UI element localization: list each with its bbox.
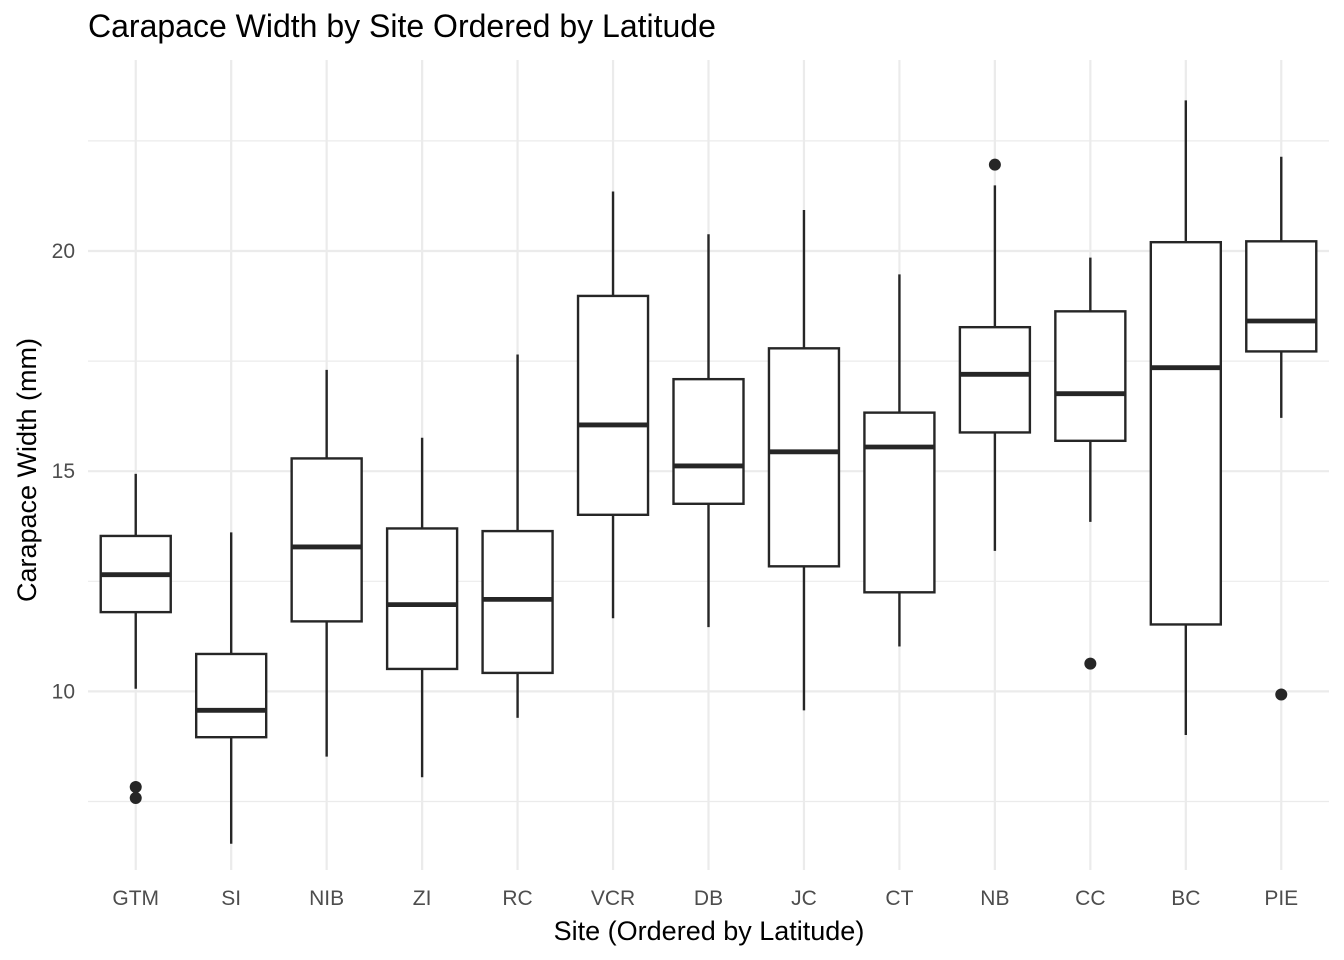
y-axis-title: Carapace Width (mm) (12, 338, 42, 602)
iqr-box (672, 377, 745, 505)
iqr-box (481, 529, 554, 675)
box-nib (290, 369, 363, 757)
outlier-point (129, 780, 142, 793)
iqr-box (290, 457, 363, 623)
box-cc (1054, 257, 1127, 670)
iqr-box (194, 652, 268, 739)
x-tick-label: PIE (1264, 887, 1298, 910)
iqr-box (385, 527, 459, 671)
box-db (672, 234, 745, 628)
iqr-box (1054, 310, 1127, 443)
iqr-box (863, 411, 936, 594)
x-tick-label: BC (1171, 887, 1200, 910)
box-bc (1149, 100, 1223, 735)
x-tick-label: NIB (309, 887, 344, 910)
iqr-box (1149, 240, 1223, 626)
x-tick-label: GTM (112, 887, 159, 910)
box-ct (863, 274, 936, 647)
y-tick-label: 15 (52, 460, 75, 483)
x-tick-label: DB (694, 887, 723, 910)
iqr-box (958, 325, 1032, 434)
box-vcr (576, 191, 650, 619)
y-tick-label: 20 (52, 240, 75, 263)
chart-title: Carapace Width by Site Ordered by Latitu… (88, 8, 716, 44)
box-zi (385, 437, 459, 778)
x-axis-title: Site (Ordered by Latitude) (554, 916, 865, 946)
x-tick-label: NB (980, 887, 1009, 910)
box-layer (99, 100, 1318, 844)
box-nb (958, 158, 1032, 551)
x-tick-label: JC (791, 887, 817, 910)
iqr-box (576, 294, 650, 516)
outlier-point (1275, 688, 1288, 701)
x-tick-label: VCR (591, 887, 635, 910)
y-tick-label: 10 (52, 680, 75, 703)
box-jc (767, 210, 841, 711)
x-tick-label: RC (502, 887, 532, 910)
box-gtm (99, 473, 172, 804)
iqr-box (767, 347, 841, 568)
x-tick-label: SI (221, 887, 241, 910)
label-layer: 10 15 20 GTM SI NIB ZI RC VCR DB JC CT NB CC BC PIE (52, 240, 1299, 910)
outlier-point (988, 158, 1001, 171)
box-pie (1245, 156, 1318, 701)
box-si (194, 532, 268, 844)
outlier-point (1084, 657, 1097, 670)
outlier-point (129, 791, 142, 804)
x-tick-label: CT (885, 887, 913, 910)
box-rc (481, 354, 554, 718)
iqr-box (1245, 240, 1318, 353)
x-tick-label: CC (1075, 887, 1105, 910)
x-tick-label: ZI (413, 887, 432, 910)
